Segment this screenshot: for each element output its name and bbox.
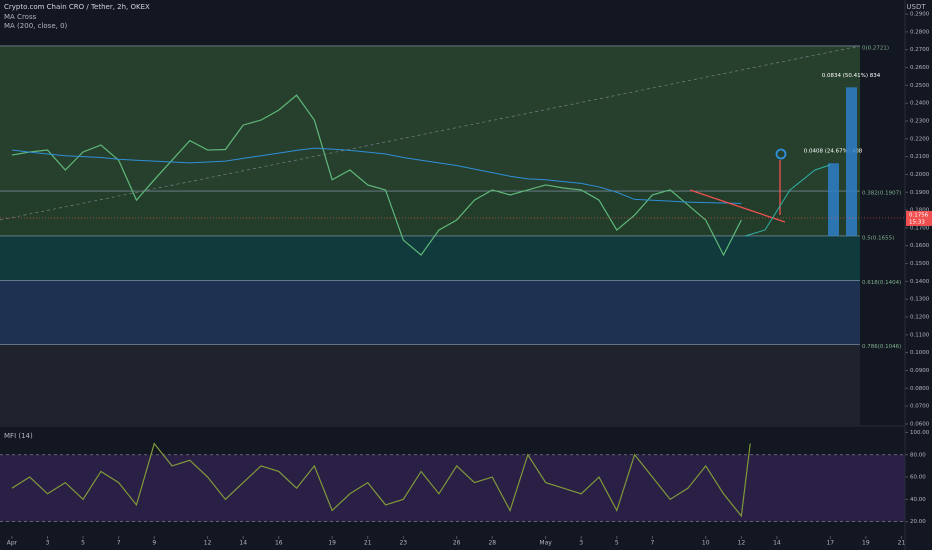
y-tick-label: 0.1600: [910, 243, 930, 249]
fib-label: 0.382(0.1907): [862, 191, 901, 197]
fib-label: 0(0.2721): [862, 45, 889, 51]
axis-unit: USDT: [906, 3, 926, 11]
x-tick-label: 14: [239, 540, 247, 547]
y-tick-label: 0.1700: [910, 225, 930, 231]
last-price-box: [906, 210, 932, 226]
mfi-pane: 100.00 80.00 60.00 40.00 20.00: [0, 430, 930, 525]
y-tick-label: 0.0600: [910, 421, 930, 427]
y-tick-label: 0.1900: [910, 190, 930, 196]
y-tick-label: 0.2100: [910, 154, 930, 160]
y-tick-label: 0.2900: [910, 12, 930, 18]
x-tick-label: 12: [738, 540, 746, 547]
last-price-label: 0.1756: [909, 212, 929, 218]
y-tick-label: 0.1500: [910, 261, 930, 267]
y-tick-label: 0.2300: [910, 118, 930, 124]
x-tick-label: 28: [488, 540, 496, 547]
legend-entry: MA Cross: [4, 13, 37, 21]
fib-label: 0.618(0.1404): [862, 280, 901, 286]
x-tick-label: 21: [898, 540, 906, 547]
price-pane: 0(0.2721) 0.382(0.1907) 0.5(0.1655) 0.618(0…: [0, 12, 932, 427]
measure-bar: [828, 163, 839, 236]
y-tick-label: 0.0700: [910, 404, 930, 410]
fib-zone: [0, 280, 860, 345]
y-tick-label: 0.2200: [910, 136, 930, 142]
x-tick-label: 7: [650, 540, 654, 547]
series-line: [11, 147, 742, 204]
mfi-band: [0, 454, 905, 522]
fib-label: 0.786(0.1046): [862, 344, 901, 350]
x-tick-label: 19: [862, 540, 870, 547]
x-tick-label: 12: [204, 540, 212, 547]
x-tick-label: 26: [453, 540, 461, 547]
fib-zone: [0, 344, 860, 425]
y-tick-label: 0.1200: [910, 315, 930, 321]
fib-label: 0.5(0.1655): [862, 235, 894, 241]
series-line: [11, 94, 742, 257]
measure-bar: [846, 87, 857, 236]
x-tick-label: Apr: [7, 540, 18, 547]
x-tick-label: 3: [46, 540, 50, 547]
x-tick-label: 16: [275, 540, 283, 547]
y-tick-label: 0.1800: [910, 208, 930, 214]
y-tick-label: 0.1300: [910, 297, 930, 303]
y-tick-label: 0.2500: [910, 83, 930, 89]
trend-line: [689, 189, 786, 223]
x-tick-label: 3: [579, 540, 583, 547]
projection-path: [744, 164, 831, 237]
y-tick-label: 0.2700: [910, 47, 930, 53]
x-tick-label: 5: [81, 540, 85, 547]
trend-line: [0, 45, 861, 221]
mfi-title: MFI (14): [4, 432, 33, 440]
series-line: [11, 442, 751, 518]
y-tick-label: 0.2000: [910, 172, 930, 178]
y-tick-label: 0.1000: [910, 350, 930, 356]
measure-label: 0.0408 (24.67%) 408: [804, 149, 863, 155]
y-tick-label: 40.00: [910, 497, 926, 503]
x-tick-label: 9: [152, 540, 156, 547]
y-tick-label: 60.00: [910, 475, 926, 481]
x-tick-label: 5: [615, 540, 619, 547]
countdown: 15:33: [909, 219, 925, 225]
x-tick-label: 7: [117, 540, 121, 547]
x-tick-label: 10: [702, 540, 710, 547]
legend-entry: MA (200, close, 0): [4, 22, 68, 30]
y-tick-label: 0.2600: [910, 65, 930, 71]
x-tick-label: 14: [773, 540, 781, 547]
fib-zone: [0, 45, 860, 192]
fib-zone: [0, 191, 860, 236]
y-tick-label: 0.2800: [910, 29, 930, 35]
y-tick-label: 100.00: [910, 430, 930, 436]
x-tick-label: 23: [399, 540, 407, 547]
marker: [775, 148, 787, 160]
y-tick-label: 0.0900: [910, 368, 930, 374]
measure-label: 0.0834 (50.41%) 834: [822, 73, 881, 79]
x-tick-label: 21: [364, 540, 372, 547]
chart-title: Crypto.com Chain CRO / Tether, 2h, OKEX: [4, 3, 150, 11]
x-tick-label: May: [539, 540, 552, 547]
y-tick-label: 0.0800: [910, 386, 930, 392]
y-tick-label: 0.2400: [910, 101, 930, 107]
y-tick-label: 0.1400: [910, 279, 930, 285]
x-tick-label: 19: [328, 540, 336, 547]
y-tick-label: 0.1100: [910, 332, 930, 338]
x-tick-label: 17: [826, 540, 834, 547]
y-tick-label: 20.00: [910, 519, 926, 525]
y-tick-label: 80.00: [910, 452, 926, 458]
